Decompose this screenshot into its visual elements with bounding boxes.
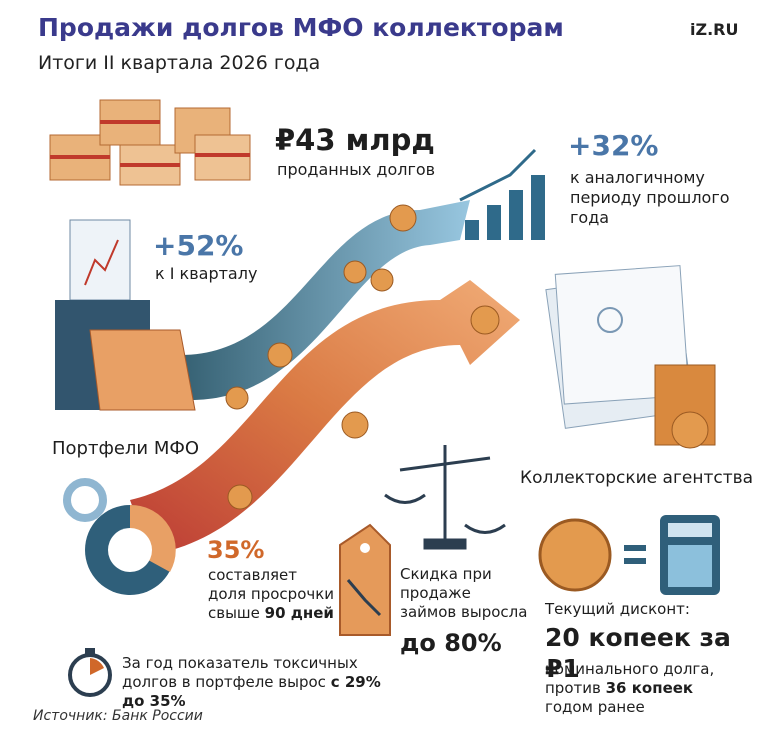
toxic-text: За год показатель токсичных долгов в пор… [122,654,358,691]
current-discount-label: Текущий дисконт: [545,600,690,618]
coins [225,204,500,510]
sales-caption: проданных долгов [277,160,436,179]
subtitle: Итоги II квартала 2026 года [38,52,321,74]
scales [384,445,506,550]
calculator [660,515,720,595]
toxic-bold: с 29% до 35% [122,672,381,710]
gear [63,478,107,522]
equals [624,545,646,564]
overdue-bold: 90 дней [264,603,334,622]
discount-value: до 80% [400,629,502,657]
coin-stack [654,364,716,449]
qoq-value: +52% [153,229,244,262]
yoy-caption: к аналогичному периоду прошлого года [570,168,730,227]
toxic-caption: За год показатель токсичных долгов в пор… [122,654,382,710]
label-mfo: Портфели МФО [52,438,200,459]
cd-text: номинального долга, против [545,660,715,697]
cd-tail: годом ранее [545,697,645,716]
money-stacks [49,99,251,186]
overdue-text: составляет доля просрочки свыше [208,566,335,622]
growth-bars [459,148,545,240]
ruble-coin [538,518,612,592]
yoy-value: +32% [568,129,659,162]
cd-bold: 36 копеек [605,678,694,697]
title: Продажи долгов МФО коллекторам [38,13,564,42]
label-collectors: Коллекторские агентства [520,468,754,488]
overdue-value: 35% [207,536,265,564]
stopwatch [68,648,112,697]
discount-caption: Скидка при продаже займов выросла [400,565,528,621]
blue-arrow [180,200,470,400]
folders [55,219,196,411]
current-discount-caption: номинального долга, против 36 копеек год… [545,660,745,716]
current-discount-value: 20 копеек за ₽1 [545,623,731,684]
donut-hole [108,528,152,572]
source: Источник: Банк России [33,708,203,724]
sales-value: ₽43 млрд [275,123,435,157]
orange-arrow [130,280,520,555]
qoq-caption: к I кварталу [155,264,258,283]
logo: iZ.RU [690,20,739,39]
price-tag [339,523,391,636]
overdue-caption: составляет доля просрочки свыше 90 дней [208,566,338,622]
